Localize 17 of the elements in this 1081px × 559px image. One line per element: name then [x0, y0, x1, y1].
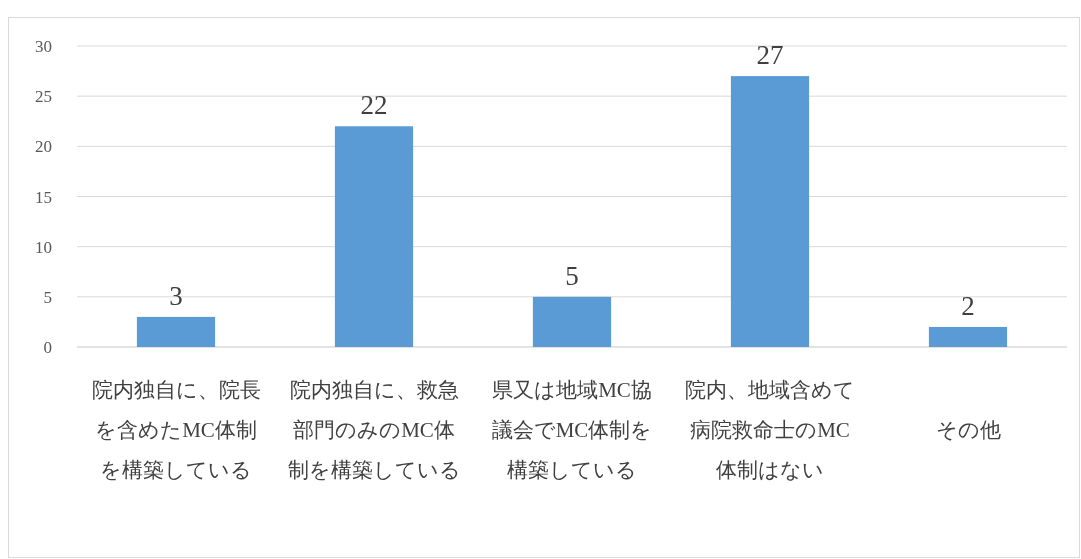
- y-tick-label: 20: [35, 137, 52, 157]
- data-label: 5: [565, 260, 579, 291]
- x-tick-label: 県又は地域MC協議会でMC体制を構築している: [491, 378, 653, 482]
- x-tick-label: 院内独自に、救急部門のみのMC体制を構築している: [287, 378, 461, 482]
- x-tick-label: 院内、地域含めて病院救命士のMC体制はない: [685, 378, 855, 482]
- y-tick-label: 5: [43, 287, 52, 307]
- y-tick-label: 0: [43, 338, 52, 357]
- x-tick-label: その他: [935, 418, 1001, 442]
- y-tick-label: 15: [35, 187, 52, 207]
- data-label: 22: [360, 90, 388, 121]
- x-tick-label: 院内独自に、院長を含めたMC体制を構築している: [91, 378, 261, 482]
- data-label: 3: [169, 280, 183, 311]
- data-label: 2: [961, 290, 975, 321]
- y-tick-label: 25: [35, 87, 52, 107]
- y-tick-label: 30: [35, 37, 52, 56]
- y-tick-label: 10: [35, 237, 52, 257]
- data-label: 27: [756, 40, 784, 71]
